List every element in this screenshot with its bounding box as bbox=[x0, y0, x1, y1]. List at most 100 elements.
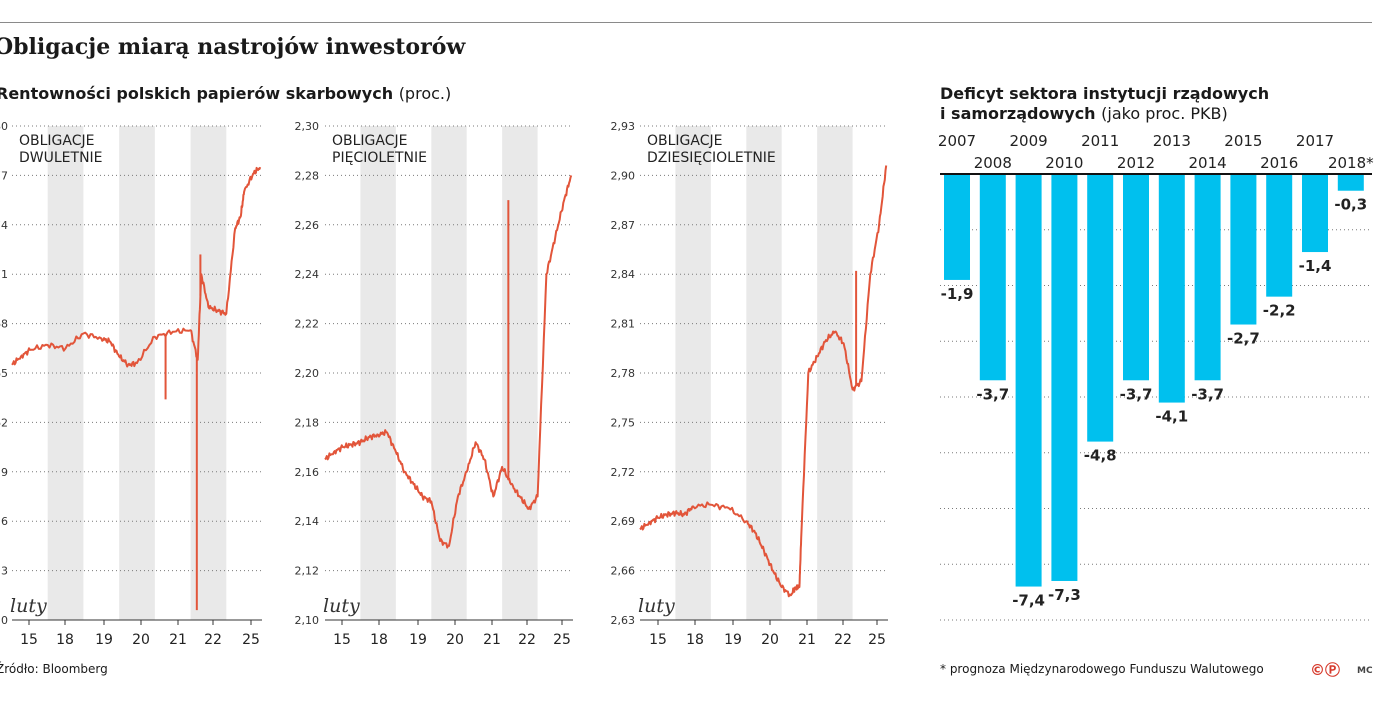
deficit-year-label-2014: 2014 bbox=[1189, 154, 1227, 172]
deficit-value-label-2013: -4,1 bbox=[1155, 408, 1188, 426]
y-tick-label-3-5: 2,81 bbox=[611, 318, 636, 331]
deficit-value-label-2017: -1,4 bbox=[1299, 257, 1332, 275]
y-tick-label-1-9: 1,56 bbox=[0, 515, 8, 528]
deficit-year-label-2011: 2011 bbox=[1081, 132, 1119, 150]
month-label-1: luty bbox=[10, 595, 47, 617]
month-label-3: luty bbox=[638, 595, 675, 617]
panel-title-2-line-1: OBLIGACJE bbox=[332, 133, 407, 149]
deficit-bar-2018 bbox=[1337, 174, 1364, 191]
deficit-year-label-2017: 2017 bbox=[1296, 132, 1334, 150]
deficit-value-label-2015: -2,7 bbox=[1227, 330, 1260, 348]
y-tick-label-3-9: 2,69 bbox=[611, 515, 636, 528]
deficit-bar-2017 bbox=[1302, 174, 1328, 253]
author-initials: MC bbox=[1357, 666, 1373, 676]
y-tick-label-2-3: 2,26 bbox=[295, 219, 320, 232]
y-tick-label-1-3: 1,74 bbox=[0, 219, 8, 232]
deficit-value-label-2016: -2,2 bbox=[1263, 302, 1296, 320]
deficit-bar-2008 bbox=[979, 174, 1006, 381]
deficit-bar-2011 bbox=[1087, 174, 1114, 442]
deficit-year-label-2012: 2012 bbox=[1117, 154, 1155, 172]
deficit-year-label-2008: 2008 bbox=[974, 154, 1012, 172]
y-tick-label-2-10: 2,12 bbox=[295, 565, 320, 578]
y-tick-label-1-6: 1,65 bbox=[0, 367, 8, 380]
x-tick-label-1-5: 21 bbox=[169, 632, 187, 648]
yields-subtitle: Rentowności polskich papierów skarbowych… bbox=[0, 84, 451, 103]
x-tick-label-3-4: 20 bbox=[761, 632, 779, 648]
x-tick-label-1-1: 15 bbox=[20, 632, 38, 648]
deficit-value-label-2009: -7,4 bbox=[1012, 592, 1045, 610]
y-tick-label-2-9: 2,14 bbox=[295, 515, 320, 528]
y-tick-label-3-8: 2,72 bbox=[611, 466, 636, 479]
yield-line-2 bbox=[324, 175, 573, 549]
y-tick-label-2-5: 2,22 bbox=[295, 318, 320, 331]
y-tick-label-1-7: 1,62 bbox=[0, 416, 8, 429]
y-tick-label-3-7: 2,75 bbox=[611, 416, 636, 429]
deficit-year-label-2010: 2010 bbox=[1045, 154, 1083, 172]
y-tick-label-3-11: 2,63 bbox=[611, 614, 636, 627]
deficit-value-label-2018: -0,3 bbox=[1334, 196, 1367, 214]
yield-line-3 bbox=[639, 165, 888, 598]
y-tick-label-1-11: 1,50 bbox=[0, 614, 8, 627]
x-tick-label-3-2: 18 bbox=[686, 632, 704, 648]
panel-title-3-line-1: OBLIGACJE bbox=[647, 133, 722, 149]
x-tick-label-2-2: 18 bbox=[370, 632, 388, 648]
deficit-title-line-1: Deficyt sektora instytucji rządowych bbox=[940, 84, 1270, 103]
x-tick-label-3-6: 22 bbox=[834, 632, 852, 648]
panel-title-2-line-2: PIĘCIOLETNIE bbox=[332, 150, 427, 166]
deficit-year-label-2013: 2013 bbox=[1153, 132, 1191, 150]
y-tick-label-1-1: 1,80 bbox=[0, 120, 8, 133]
source-note: Źródło: Bloomberg bbox=[0, 662, 108, 676]
y-tick-label-1-8: 1,59 bbox=[0, 466, 8, 479]
yields-subtitle-unit: (proc.) bbox=[398, 84, 452, 103]
deficit-title-line-2: i samorządowych bbox=[940, 104, 1096, 123]
x-tick-label-1-7: 25 bbox=[242, 632, 260, 648]
deficit-year-label-2015: 2015 bbox=[1224, 132, 1262, 150]
y-tick-label-3-2: 2,90 bbox=[611, 169, 636, 182]
month-label-2: luty bbox=[323, 595, 360, 617]
x-tick-label-2-6: 22 bbox=[518, 632, 536, 648]
deficit-bar-2007 bbox=[944, 174, 970, 280]
x-tick-label-3-5: 21 bbox=[798, 632, 816, 648]
deficit-year-label-2018: 2018* bbox=[1328, 154, 1374, 172]
y-tick-label-2-8: 2,16 bbox=[295, 466, 320, 479]
x-tick-label-2-7: 25 bbox=[553, 632, 571, 648]
page-title: Obligacje miarą nastrojów inwestorów bbox=[0, 34, 466, 60]
deficit-value-label-2010: -7,3 bbox=[1048, 586, 1081, 604]
y-tick-label-3-4: 2,84 bbox=[611, 268, 636, 281]
panel-title-1-line-1: OBLIGACJE bbox=[19, 133, 94, 149]
deficit-value-label-2011: -4,8 bbox=[1084, 447, 1117, 465]
deficit-value-label-2008: -3,7 bbox=[976, 385, 1009, 403]
y-tick-label-3-3: 2,87 bbox=[611, 219, 636, 232]
y-tick-label-2-4: 2,24 bbox=[295, 268, 320, 281]
top-rule bbox=[0, 22, 1372, 23]
panel-title-1-line-2: DWULETNIE bbox=[19, 150, 103, 166]
y-tick-label-3-6: 2,78 bbox=[611, 367, 636, 380]
y-tick-label-1-5: 1,68 bbox=[0, 318, 8, 331]
x-tick-label-3-1: 15 bbox=[649, 632, 667, 648]
x-tick-label-1-4: 20 bbox=[132, 632, 150, 648]
deficit-bar-2014 bbox=[1194, 174, 1221, 381]
deficit-title: Deficyt sektora instytucji rządowych i s… bbox=[940, 84, 1269, 124]
deficit-unit: (jako proc. PKB) bbox=[1101, 104, 1228, 123]
x-tick-label-1-2: 18 bbox=[56, 632, 74, 648]
x-tick-label-3-7: 25 bbox=[868, 632, 886, 648]
x-tick-label-2-5: 21 bbox=[483, 632, 501, 648]
deficit-bar-2013 bbox=[1158, 174, 1185, 403]
y-tick-label-2-1: 2,30 bbox=[295, 120, 320, 133]
y-tick-label-2-11: 2,10 bbox=[295, 614, 320, 627]
deficit-value-label-2012: -3,7 bbox=[1120, 385, 1153, 403]
x-tick-label-1-3: 19 bbox=[95, 632, 113, 648]
y-tick-label-2-6: 2,20 bbox=[295, 367, 320, 380]
y-tick-label-1-10: 1,53 bbox=[0, 565, 8, 578]
x-tick-label-2-4: 20 bbox=[446, 632, 464, 648]
deficit-bar-2010 bbox=[1051, 174, 1078, 581]
deficit-value-label-2007: -1,9 bbox=[941, 285, 974, 303]
copyright-logo: ©Ⓟ bbox=[1310, 661, 1341, 679]
deficit-year-label-2009: 2009 bbox=[1010, 132, 1048, 150]
deficit-bar-2009 bbox=[1015, 174, 1042, 587]
weekend-band-1-1 bbox=[47, 126, 84, 620]
deficit-year-label-2016: 2016 bbox=[1260, 154, 1298, 172]
panel-title-3-line-2: DZIESIĘCIOLETNIE bbox=[647, 150, 776, 166]
y-tick-label-2-7: 2,18 bbox=[295, 416, 320, 429]
